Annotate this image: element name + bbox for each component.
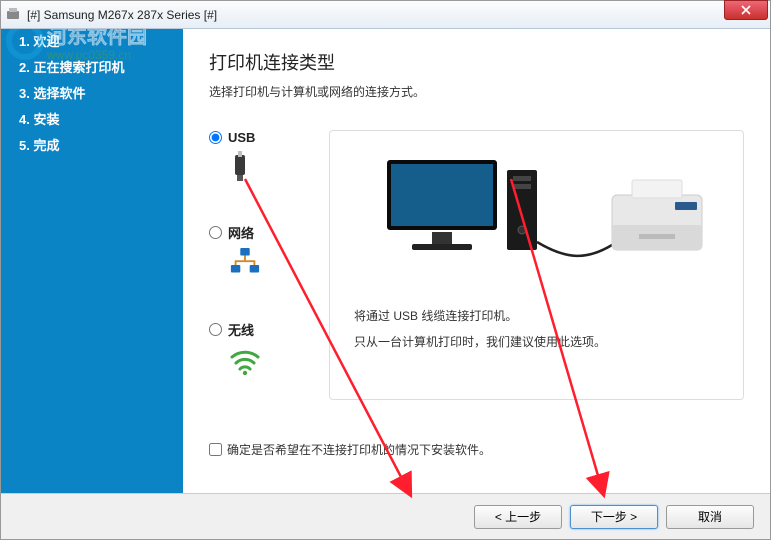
install-without-printer-checkbox[interactable]: 确定是否希望在不连接打印机的情况下安装软件。 — [209, 441, 744, 458]
options-row: USB 网络 — [209, 130, 744, 417]
usb-icon — [229, 151, 261, 183]
footer-bar: < 上一步 下一步 > 取消 — [1, 493, 770, 539]
checkbox-label: 确定是否希望在不连接打印机的情况下安装软件。 — [227, 441, 491, 458]
step-4: 4. 安装 — [1, 107, 183, 133]
network-icon — [229, 248, 261, 280]
titlebar: [#] Samsung M267x 287x Series [#] — [1, 1, 770, 29]
radio-wireless[interactable] — [209, 323, 222, 336]
preview-panel: 将通过 USB 线缆连接打印机。 只从一台计算机打印时，我们建议使用此选项。 — [329, 130, 744, 400]
close-button[interactable] — [724, 0, 768, 20]
preview-line-1: 将通过 USB 线缆连接打印机。 — [354, 303, 729, 329]
step-1: 1. 欢迎 — [1, 29, 183, 55]
steps-sidebar: 1. 欢迎 2. 正在搜索打印机 3. 选择软件 4. 安装 5. 完成 — [1, 29, 183, 493]
window-title: [#] Samsung M267x 287x Series [#] — [27, 8, 766, 22]
option-wireless-label: 无线 — [228, 320, 254, 339]
option-usb-label: USB — [228, 130, 255, 145]
option-network[interactable]: 网络 — [209, 223, 329, 280]
option-network-label: 网络 — [228, 223, 254, 242]
installer-window: 河东软件园 www.pc0359.cn [#] Samsung M267x 28… — [0, 0, 771, 540]
option-list: USB 网络 — [209, 130, 329, 417]
wifi-icon — [229, 345, 261, 377]
cancel-button[interactable]: 取消 — [666, 505, 754, 529]
main-panel: 打印机连接类型 选择打印机与计算机或网络的连接方式。 USB — [183, 29, 770, 493]
option-usb[interactable]: USB — [209, 130, 329, 183]
page-subtitle: 选择打印机与计算机或网络的连接方式。 — [209, 83, 744, 100]
app-icon — [5, 7, 21, 23]
step-2: 2. 正在搜索打印机 — [1, 55, 183, 81]
next-button[interactable]: 下一步 > — [570, 505, 658, 529]
preview-line-2: 只从一台计算机打印时，我们建议使用此选项。 — [354, 329, 729, 355]
checkbox-install-no-printer[interactable] — [209, 443, 222, 456]
option-wireless[interactable]: 无线 — [209, 320, 329, 377]
back-button[interactable]: < 上一步 — [474, 505, 562, 529]
preview-illustration — [344, 145, 729, 285]
content-area: 1. 欢迎 2. 正在搜索打印机 3. 选择软件 4. 安装 5. 完成 打印机… — [1, 29, 770, 493]
radio-network[interactable] — [209, 226, 222, 239]
page-heading: 打印机连接类型 — [209, 49, 744, 75]
step-3: 3. 选择软件 — [1, 81, 183, 107]
radio-usb[interactable] — [209, 131, 222, 144]
step-5: 5. 完成 — [1, 133, 183, 159]
preview-description: 将通过 USB 线缆连接打印机。 只从一台计算机打印时，我们建议使用此选项。 — [344, 303, 729, 356]
